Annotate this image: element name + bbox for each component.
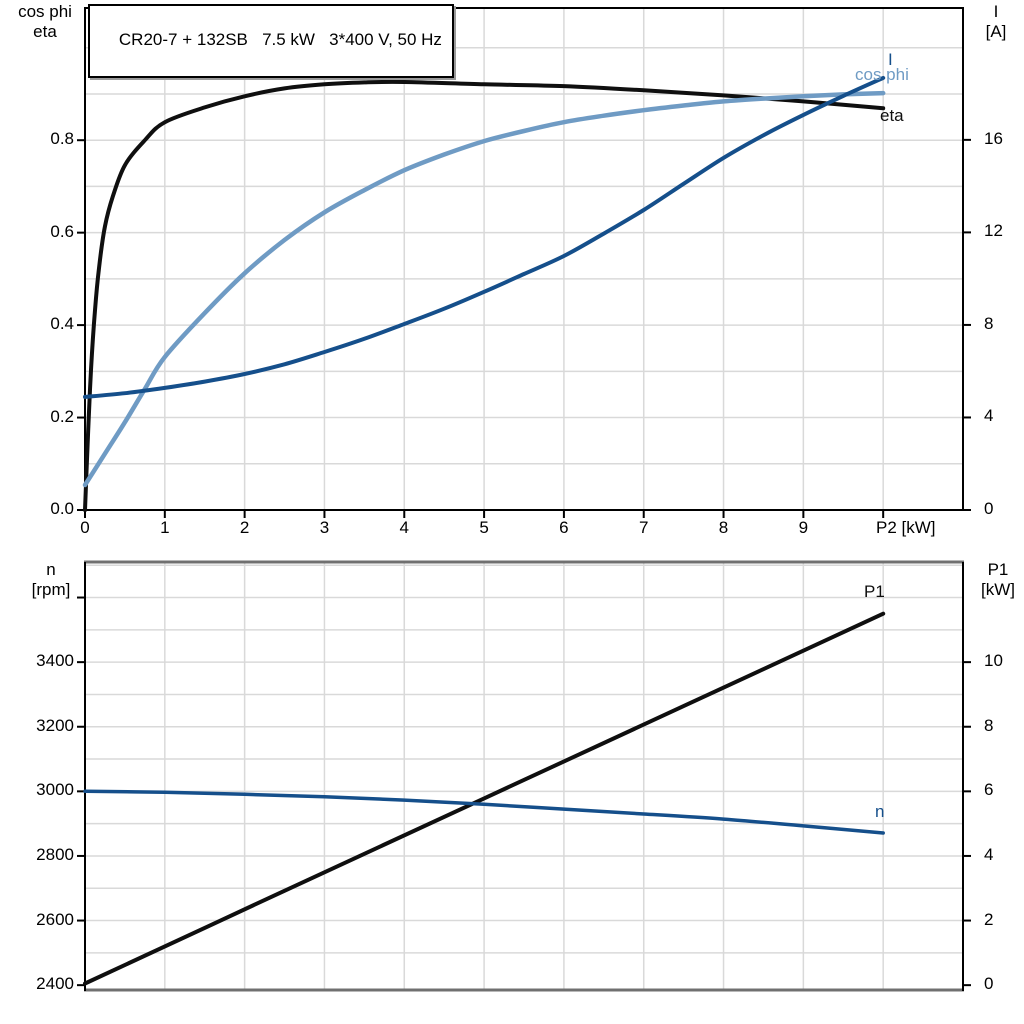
curve-p1 [83, 611, 886, 986]
axis-title-p1-unit: [kW] [981, 580, 1015, 599]
left-tick-label: 0.2 [50, 406, 74, 426]
right-tick-label: 0 [984, 974, 994, 994]
x-tick-label: 9 [798, 518, 809, 537]
axis-title-current: I [993, 2, 999, 21]
curve-label-eta: eta [880, 106, 904, 125]
left-tick-label: 3400 [36, 651, 74, 671]
top-chart-x-axis-title: P2 [kW] [876, 518, 936, 537]
curve-eta [83, 79, 886, 512]
chart-title: CR20-7 + 132SB 7.5 kW 3*400 V, 50 Hz [118, 30, 442, 49]
right-tick-label: 0 [984, 499, 994, 518]
x-tick-label: 6 [559, 518, 569, 537]
x-tick-label: 3 [319, 518, 330, 537]
axes-1 [77, 560, 971, 992]
axis-title-p1: P1 [987, 560, 1009, 579]
x-tick-label: 1 [160, 518, 170, 537]
x-tick-label: 5 [479, 518, 489, 537]
left-tick-label: 3000 [36, 780, 74, 800]
left-tick-label: 2800 [36, 844, 74, 864]
right-tick-label: 16 [984, 128, 1003, 148]
left-tick-label: 0.4 [50, 314, 74, 334]
axis-title-current-unit: [A] [985, 22, 1007, 41]
x-tick-label: 4 [399, 518, 409, 537]
gridlines-0 [85, 8, 963, 510]
x-tick-label: 2 [239, 518, 250, 537]
right-tick-label: 2 [984, 909, 994, 929]
curve-n [83, 789, 885, 835]
right-tick-label: 4 [984, 844, 994, 864]
curve-label-p1: P1 [864, 582, 885, 601]
curve-label-current: I [888, 50, 893, 69]
axis-title-cos-phi: cos phi [18, 2, 72, 21]
right-tick-label: 8 [984, 715, 994, 735]
curve-label-n: n [875, 802, 885, 821]
bottom-chart-left-axis-title: n [rpm] [18, 560, 84, 600]
left-tick-label: 3200 [36, 715, 74, 735]
gridlines-1 [85, 562, 963, 990]
right-tick-label: 6 [984, 780, 994, 800]
left-tick-label: 0.8 [50, 129, 74, 149]
axis-title-speed-unit: [rpm] [31, 580, 71, 599]
right-tick-label: 4 [984, 406, 994, 426]
x-tick-label: 7 [638, 518, 649, 537]
top-chart-right-axis-title: I [A] [972, 2, 1020, 42]
left-tick-label: 0.6 [50, 221, 74, 241]
left-tick-label: 2600 [36, 909, 74, 929]
curves-1 [83, 611, 886, 986]
left-tick-label: 2400 [36, 974, 74, 994]
axis-title-eta: eta [33, 22, 57, 41]
bottom-chart-right-axis-title: P1 [kW] [972, 560, 1024, 600]
right-tick-label: 10 [984, 651, 1003, 671]
left-tick-label: 0.0 [50, 499, 74, 518]
right-tick-label: 12 [984, 221, 1003, 241]
top-chart-left-axis-title: cos phi eta [4, 2, 86, 42]
curve-cos-phi [82, 90, 886, 488]
curve-i [83, 75, 886, 399]
axis-title-speed: n [46, 560, 56, 579]
curves-0 [82, 75, 886, 512]
x-tick-label: 0 [80, 518, 90, 537]
curve-label-cos-phi: cos phi [855, 65, 909, 84]
chart-title-box: CR20-7 + 132SB 7.5 kW 3*400 V, 50 Hz [88, 4, 454, 78]
x-tick-label: 8 [718, 518, 729, 537]
right-tick-label: 8 [984, 313, 994, 333]
